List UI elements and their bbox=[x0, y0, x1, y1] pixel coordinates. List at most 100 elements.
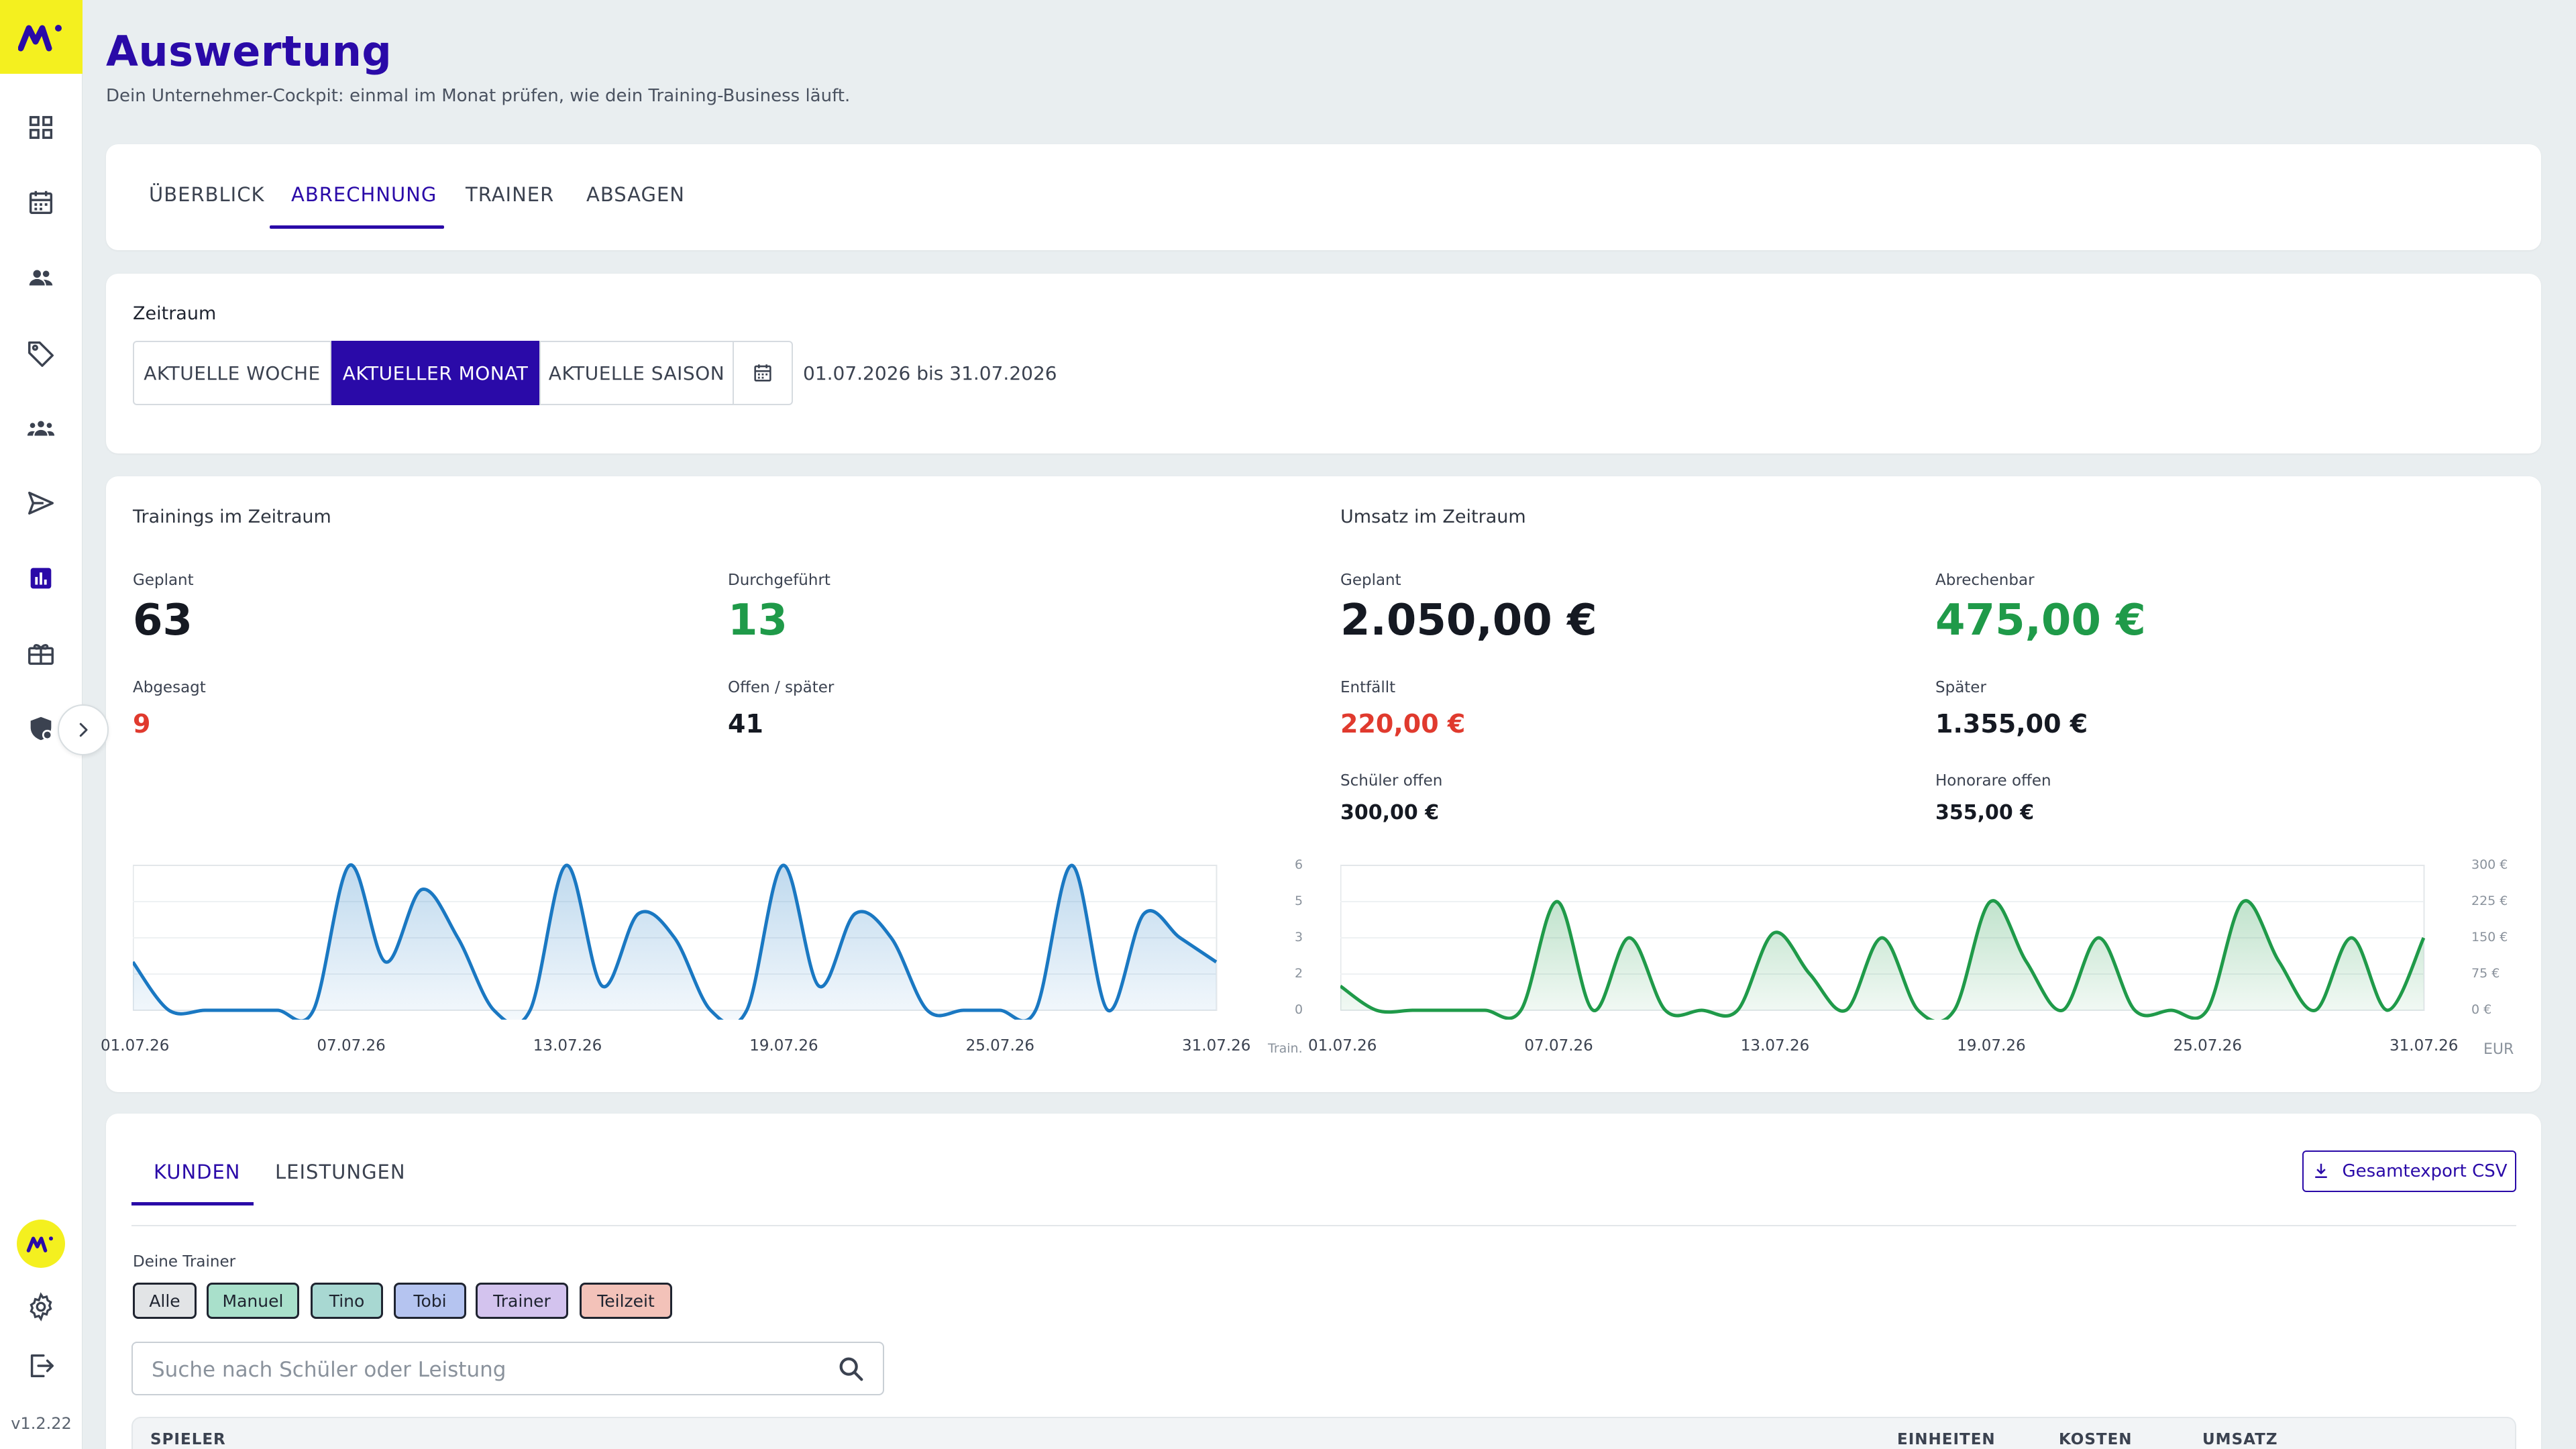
column-umsatz[interactable]: UMSATZ bbox=[2202, 1431, 2278, 1448]
tab-absagen[interactable]: ABSAGEN bbox=[586, 183, 685, 206]
search-input[interactable]: Suche nach Schüler oder Leistung bbox=[131, 1342, 884, 1395]
y-tick-label-left: 3 bbox=[1295, 930, 1303, 945]
tab-trainer[interactable]: TRAINER bbox=[466, 183, 555, 206]
chip-tobi[interactable]: Tobi bbox=[394, 1283, 466, 1319]
chip-trainer[interactable]: Trainer bbox=[476, 1283, 568, 1319]
option-aktueller-monat[interactable]: AKTUELLER MONAT bbox=[331, 341, 539, 405]
y-tick-label-right: 75 € bbox=[2471, 966, 2500, 981]
chip-tino[interactable]: Tino bbox=[311, 1283, 383, 1319]
trainings-durchgefuehrt-label: Durchgeführt bbox=[728, 572, 830, 589]
settings-icon[interactable] bbox=[21, 1287, 61, 1327]
umsatz-spaeter-value: 1.355,00 € bbox=[1935, 709, 2088, 739]
tab-ueberblick[interactable]: ÜBERBLICK bbox=[149, 183, 265, 206]
tabs-divider bbox=[131, 1225, 2516, 1226]
umsatz-schueler-offen-value: 300,00 € bbox=[1340, 801, 1440, 824]
column-kosten[interactable]: KOSTEN bbox=[2059, 1431, 2133, 1448]
trainings-offen-label: Offen / später bbox=[728, 679, 835, 696]
trainings-chart bbox=[133, 863, 1218, 1020]
logout-icon[interactable] bbox=[21, 1346, 61, 1386]
chip-teilzeit[interactable]: Teilzeit bbox=[580, 1283, 672, 1319]
tab-leistungen[interactable]: LEISTUNGEN bbox=[275, 1161, 406, 1183]
avatar-logo-icon bbox=[26, 1236, 53, 1252]
y-tick-label-left: 6 bbox=[1295, 857, 1303, 872]
date-range-text: 01.07.2026 bis 31.07.2026 bbox=[803, 362, 1057, 384]
x-tick-label: 31.07.26 bbox=[2390, 1037, 2459, 1055]
umsatz-title: Umsatz im Zeitraum bbox=[1340, 506, 1526, 527]
date-picker-button[interactable] bbox=[733, 341, 793, 405]
trainings-title: Trainings im Zeitraum bbox=[133, 506, 331, 527]
active-bottom-tab-indicator bbox=[131, 1202, 254, 1205]
umsatz-honorare-offen-label: Honorare offen bbox=[1935, 772, 2051, 790]
send-icon[interactable] bbox=[21, 483, 61, 523]
y-tick-label-right: 225 € bbox=[2471, 894, 2508, 908]
column-einheiten[interactable]: EINHEITEN bbox=[1897, 1431, 1996, 1448]
trainings-abgesagt-value: 9 bbox=[133, 709, 151, 739]
export-csv-button[interactable]: Gesamtexport CSV bbox=[2302, 1150, 2516, 1192]
y-tick-label-right: 0 € bbox=[2471, 1002, 2492, 1017]
calendar-icon bbox=[754, 364, 771, 382]
trainings-abgesagt-label: Abgesagt bbox=[133, 679, 206, 696]
option-aktuelle-woche[interactable]: AKTUELLE WOCHE bbox=[133, 341, 331, 405]
umsatz-abrechenbar-label: Abrechenbar bbox=[1935, 572, 2035, 589]
trainings-offen-value: 41 bbox=[728, 709, 763, 739]
tab-kunden[interactable]: KUNDEN bbox=[154, 1161, 241, 1183]
y-tick-label-right: 150 € bbox=[2471, 930, 2508, 945]
gift-icon[interactable] bbox=[21, 633, 61, 674]
chart-area-fill bbox=[133, 865, 1216, 1020]
trainings-durchgefuehrt-value: 13 bbox=[728, 596, 788, 645]
umsatz-entfaellt-label: Entfällt bbox=[1340, 679, 1396, 696]
trainings-geplant-value: 63 bbox=[133, 596, 193, 645]
trainer-filter-label: Deine Trainer bbox=[133, 1253, 236, 1271]
umsatz-geplant-label: Geplant bbox=[1340, 572, 1401, 589]
kpi-card bbox=[106, 476, 2541, 1092]
shield-icon[interactable] bbox=[21, 708, 61, 749]
x-tick-label: 13.07.26 bbox=[1740, 1037, 1810, 1055]
analytics-icon[interactable] bbox=[21, 558, 61, 598]
x-tick-label: 19.07.26 bbox=[1957, 1037, 2026, 1055]
x-tick-label: 01.07.26 bbox=[101, 1037, 170, 1055]
x-tick-label: 19.07.26 bbox=[749, 1037, 818, 1055]
chart-area-fill bbox=[1340, 900, 2424, 1020]
chevron-right-icon bbox=[79, 722, 88, 737]
tag-icon[interactable] bbox=[21, 333, 61, 373]
umsatz-schueler-offen-label: Schüler offen bbox=[1340, 772, 1443, 790]
chip-manuel[interactable]: Manuel bbox=[207, 1283, 299, 1319]
column-spieler[interactable]: SPIELER bbox=[150, 1431, 226, 1448]
x-tick-label: 01.07.26 bbox=[1308, 1037, 1377, 1055]
umsatz-chart bbox=[1340, 865, 2426, 1020]
chart-series-line bbox=[133, 863, 1218, 1020]
option-aktuelle-saison[interactable]: AKTUELLE SAISON bbox=[539, 341, 734, 405]
x-tick-label: 25.07.26 bbox=[965, 1037, 1035, 1055]
app-version: v1.2.22 bbox=[11, 1414, 72, 1433]
umsatz-entfaellt-value: 220,00 € bbox=[1340, 709, 1466, 739]
y-tick-label-left: 0 bbox=[1295, 1002, 1303, 1017]
zeitraum-label: Zeitraum bbox=[133, 303, 217, 324]
groups-icon[interactable] bbox=[21, 408, 61, 448]
search-icon[interactable] bbox=[836, 1354, 867, 1385]
umsatz-geplant-value: 2.050,00 € bbox=[1340, 596, 1597, 645]
trainings-geplant-label: Geplant bbox=[133, 572, 194, 589]
x-tick-label: 25.07.26 bbox=[2173, 1037, 2243, 1055]
sidebar-expand-button[interactable] bbox=[58, 704, 109, 755]
active-tab-indicator bbox=[270, 225, 444, 229]
app-logo[interactable] bbox=[0, 0, 83, 74]
export-csv-label: Gesamtexport CSV bbox=[2342, 1161, 2508, 1181]
x-tick-label: 07.07.26 bbox=[317, 1037, 386, 1055]
tabs-card bbox=[106, 144, 2541, 250]
calendar-icon[interactable] bbox=[21, 182, 61, 223]
dashboard-icon[interactable] bbox=[21, 107, 61, 148]
umsatz-abrechenbar-value: 475,00 € bbox=[1935, 596, 2146, 645]
user-avatar[interactable] bbox=[17, 1220, 65, 1268]
page-subtitle: Dein Unternehmer-Cockpit: einmal im Mona… bbox=[106, 86, 851, 106]
umsatz-honorare-offen-value: 355,00 € bbox=[1935, 801, 2035, 824]
tab-abrechnung[interactable]: ABRECHNUNG bbox=[291, 183, 437, 206]
x-tick-label: 07.07.26 bbox=[1524, 1037, 1593, 1055]
x-tick-label: 13.07.26 bbox=[533, 1037, 602, 1055]
download-icon bbox=[2315, 1163, 2328, 1178]
search-placeholder: Suche nach Schüler oder Leistung bbox=[152, 1358, 506, 1382]
users-icon[interactable] bbox=[21, 258, 61, 298]
table-header bbox=[131, 1417, 2516, 1449]
chip-alle[interactable]: Alle bbox=[133, 1283, 197, 1319]
kunden-card bbox=[106, 1114, 2541, 1449]
umsatz-spaeter-label: Später bbox=[1935, 679, 1986, 696]
